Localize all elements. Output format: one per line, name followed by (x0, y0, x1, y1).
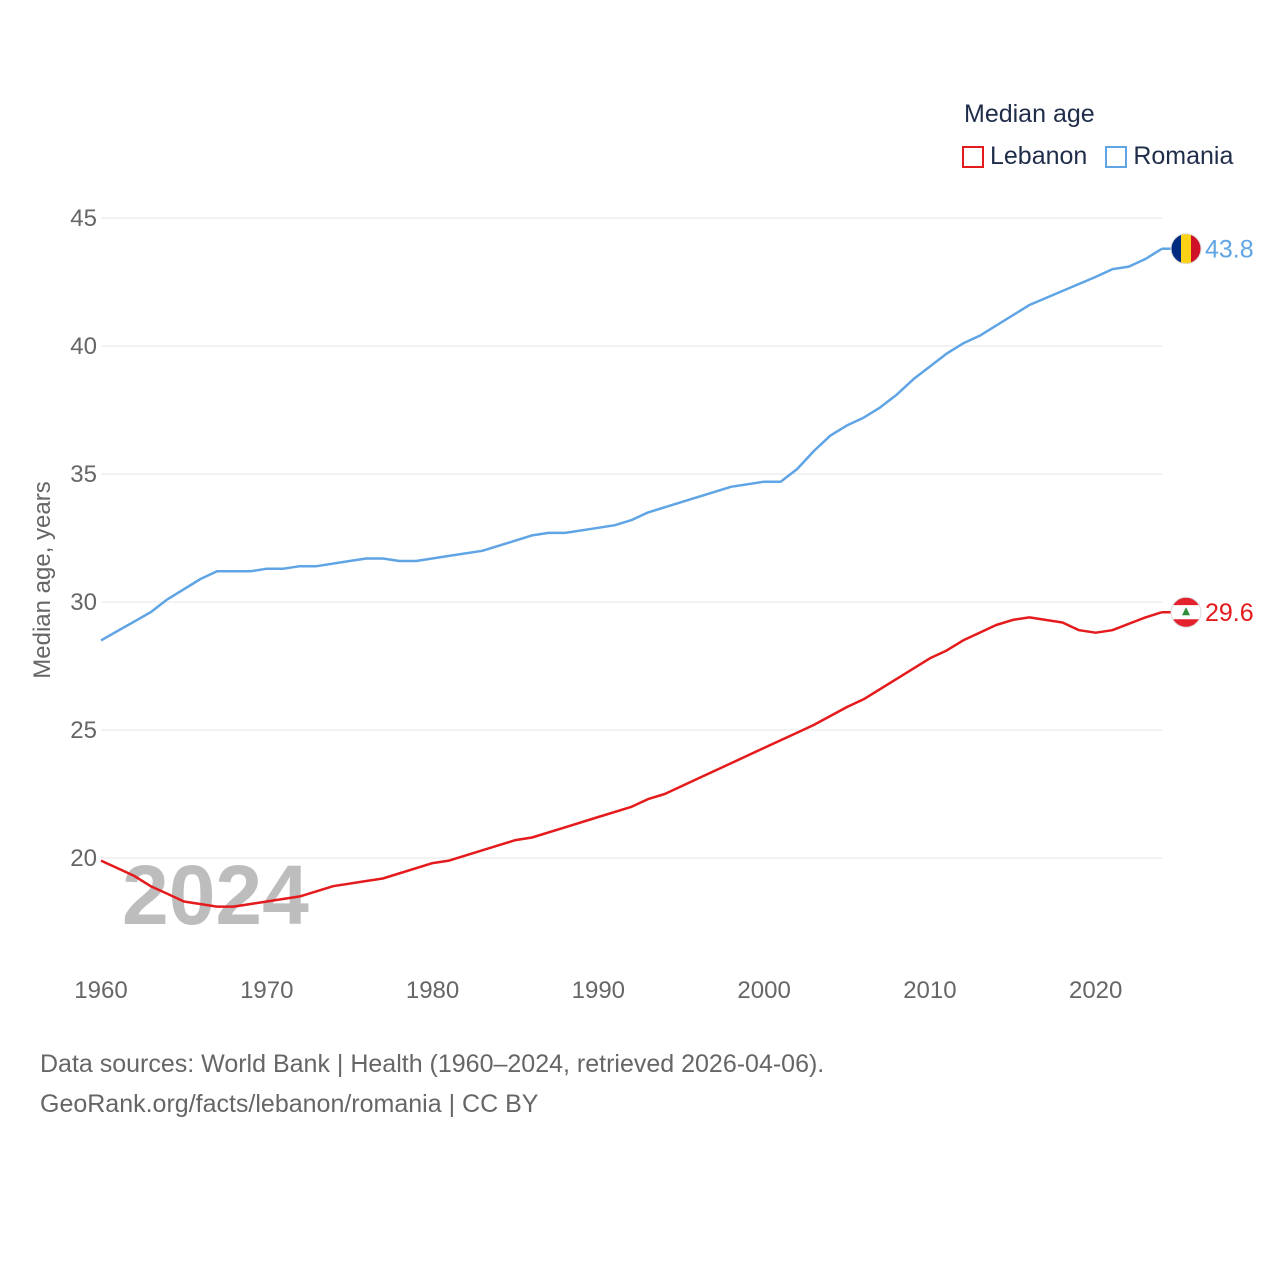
legend-title: Median age (964, 100, 1095, 128)
x-tick-label-2020: 2020 (1069, 977, 1122, 1004)
legend-swatch-romania (1105, 145, 1128, 168)
series-line-romania (100, 247, 1163, 642)
source-link-text[interactable]: GeoRank.org/facts/lebanon/romania | CC B… (40, 1090, 539, 1118)
data-source-text: Data sources: World Bank | Health (1960–… (40, 1050, 825, 1078)
x-tick-label-2010: 2010 (903, 977, 956, 1004)
romania-flag-icon (1170, 233, 1202, 265)
legend-swatch-lebanon (962, 145, 984, 168)
y-axis-title: Median age, years (29, 481, 56, 678)
y-tick-label-35: 35 (70, 461, 97, 488)
y-tick-label-40: 40 (70, 333, 97, 360)
y-tick-label-25: 25 (70, 717, 97, 744)
legend-item-lebanon[interactable]: Lebanon (962, 142, 1087, 171)
legend-item-romania[interactable]: Romania (1105, 142, 1233, 171)
legend: Lebanon Romania (962, 142, 1251, 171)
legend-label-lebanon: Lebanon (990, 142, 1088, 170)
legend-label-romania: Romania (1133, 142, 1234, 170)
year-watermark: 2024 (122, 848, 309, 942)
y-tick-label-30: 30 (70, 589, 97, 616)
end-value-label-lebanon: 29.6 (1205, 599, 1254, 627)
x-tick-label-1970: 1970 (240, 977, 293, 1004)
footer: Data sources: World Bank | Health (1960–… (40, 1044, 824, 1124)
y-tick-label-45: 45 (70, 205, 97, 232)
end-value-label-romania: 43.8 (1205, 236, 1254, 264)
lebanon-flag-icon (1170, 596, 1202, 628)
x-tick-label-1960: 1960 (74, 977, 127, 1004)
x-tick-label-2000: 2000 (737, 977, 790, 1004)
series-line-lebanon (100, 611, 1163, 908)
x-tick-label-1980: 1980 (406, 977, 459, 1004)
x-tick-label-1990: 1990 (572, 977, 625, 1004)
y-tick-label-20: 20 (70, 845, 97, 872)
